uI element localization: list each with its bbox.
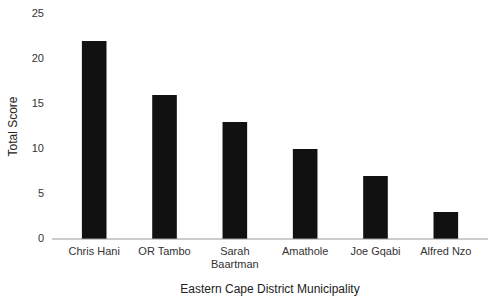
y-tick-label: 5 (38, 187, 44, 199)
x-axis-line (52, 239, 488, 240)
y-tick-label: 0 (38, 232, 44, 244)
x-tick-label: OR Tambo (138, 245, 190, 257)
bar (363, 176, 388, 239)
bar (293, 149, 318, 239)
y-tick-label: 20 (32, 52, 44, 64)
bar (223, 122, 248, 239)
x-tick-label: Amathole (282, 245, 328, 257)
chart: 0 5 10 15 20 25 Chris Hani OR Tambo SarahBaartma… (0, 0, 500, 303)
y-tick-label: 15 (32, 97, 44, 109)
y-tick-label: 10 (32, 142, 44, 154)
bar (152, 95, 177, 239)
bar (82, 41, 107, 239)
plot-area (82, 41, 458, 239)
x-tick-label: Joe Gqabi (350, 245, 400, 257)
x-tick-label: SarahBaartman (211, 245, 259, 270)
bar (434, 212, 459, 239)
y-tick-label: 25 (32, 7, 44, 19)
y-axis-title: Total Score (6, 96, 20, 156)
x-axis-title: Eastern Cape District Municipality (180, 282, 359, 296)
x-tick-label: Chris Hani (69, 245, 120, 257)
x-tick-label: Alfred Nzo (420, 245, 471, 257)
